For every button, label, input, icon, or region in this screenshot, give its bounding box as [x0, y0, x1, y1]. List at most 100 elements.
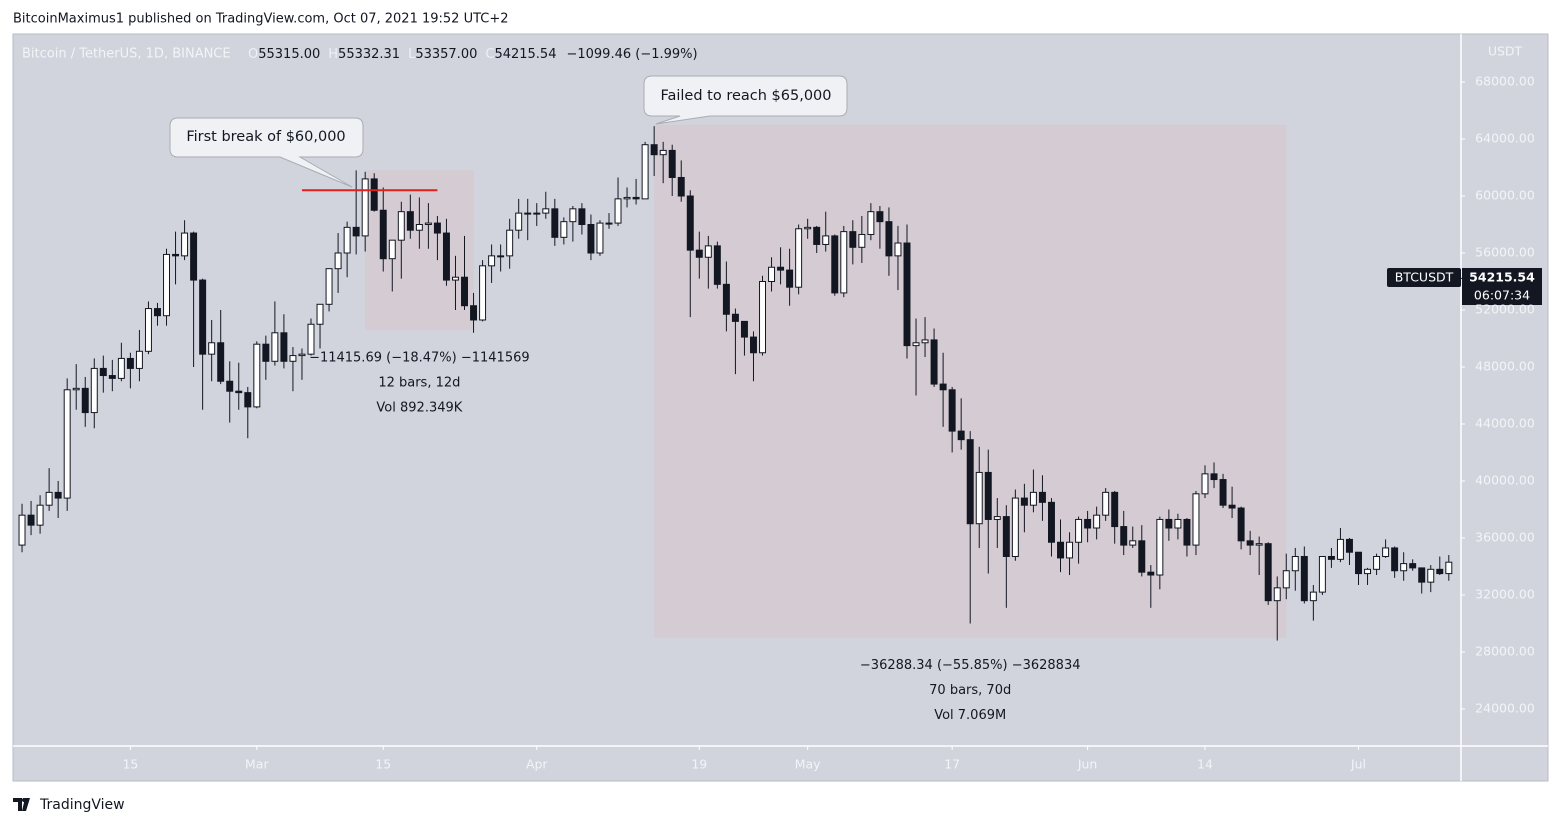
candle-body	[325, 268, 333, 305]
candle-body	[731, 313, 739, 322]
candle-body	[63, 389, 71, 499]
candle-body	[1165, 518, 1173, 529]
candle-body	[361, 178, 369, 237]
x-tick-label: 15	[375, 757, 391, 772]
candle-body	[560, 221, 568, 238]
candle-body	[461, 276, 468, 307]
candle-body	[226, 380, 234, 392]
candle-body	[479, 265, 487, 321]
y-axis-label: USDT	[1488, 44, 1523, 59]
candle-body	[316, 303, 324, 325]
candle-body	[1156, 518, 1164, 576]
candle-body	[190, 232, 198, 281]
candle-body	[1291, 555, 1299, 572]
ohlc-item: −1099.46 (−1.99%)	[566, 47, 697, 62]
candle-body	[1345, 538, 1353, 553]
candle-body	[993, 516, 1001, 520]
candle-body	[777, 266, 785, 271]
candle-body	[569, 208, 577, 223]
candle-body	[668, 149, 676, 178]
candle-body	[235, 390, 243, 394]
candle-body	[135, 350, 143, 369]
y-tick-label: 28000.00	[1475, 643, 1535, 658]
candle-body	[939, 383, 947, 391]
y-tick-label: 40000.00	[1475, 472, 1535, 487]
range-measure-text: 70 bars, 70d	[929, 683, 1011, 698]
x-tick-label: 14	[1197, 757, 1213, 772]
candle-body	[840, 231, 848, 294]
candle-body	[894, 242, 902, 257]
ohlc-item: C	[485, 47, 494, 62]
candle-body	[1318, 555, 1326, 593]
candle-body	[750, 336, 757, 354]
candle-body	[379, 209, 387, 260]
candle-body	[406, 211, 414, 231]
x-tick-label: 19	[691, 757, 707, 772]
candle-body	[885, 221, 893, 257]
candle-body	[1237, 507, 1245, 542]
candle-body	[1192, 493, 1200, 546]
y-tick-label: 68000.00	[1475, 74, 1535, 89]
candle-body	[704, 245, 712, 258]
price-tag-text: 54215.54	[1469, 270, 1535, 285]
candle-body	[1138, 540, 1146, 573]
candle-body	[804, 226, 812, 230]
candle-body	[605, 222, 613, 225]
candle-body	[452, 276, 459, 281]
candle-body	[659, 149, 667, 156]
logo-mark	[13, 798, 30, 811]
candle-body	[488, 255, 496, 267]
candle-body	[722, 283, 730, 315]
candle-body	[542, 208, 550, 214]
candle-body	[695, 249, 703, 258]
candle-body	[1282, 570, 1290, 589]
candle-body	[759, 280, 766, 354]
ohlc-item: 54215.54	[494, 47, 556, 62]
candle-body	[966, 439, 974, 525]
candle-body	[1219, 479, 1227, 506]
candle-body	[506, 229, 514, 257]
candle-body	[1011, 497, 1019, 557]
candle-body	[1309, 591, 1317, 602]
candle-body	[551, 208, 559, 238]
ohlc-item: 55315.00	[258, 47, 320, 62]
candle-body	[1210, 473, 1218, 481]
candle-body	[45, 491, 53, 506]
candle-body	[108, 375, 116, 379]
candle-body	[632, 196, 640, 200]
callout-bubble	[169, 117, 364, 188]
range-measure-text: 12 bars, 12d	[378, 375, 460, 390]
candle-body	[1111, 491, 1119, 528]
candle-body	[1373, 555, 1381, 570]
candle-body	[1093, 514, 1101, 529]
candle-body	[533, 212, 541, 215]
x-tick-label: Mar	[245, 757, 269, 772]
x-tick-label: Jun	[1077, 757, 1098, 772]
candle-body	[126, 357, 134, 369]
candle-body	[1228, 504, 1236, 509]
candle-body	[415, 224, 423, 231]
candle-body	[27, 514, 35, 526]
candle-body	[181, 232, 189, 257]
candle-body	[1427, 568, 1435, 583]
candle-body	[1391, 547, 1399, 572]
ohlc-item: 53357.00	[415, 47, 477, 62]
candle-body	[1355, 551, 1362, 575]
candle-body	[1445, 561, 1453, 575]
price-tag: BTCUSDT 54215.54 06:07:34	[1387, 268, 1542, 305]
callout-text: Failed to reach $65,000	[660, 88, 831, 104]
candle-body	[72, 387, 80, 391]
candle-body	[786, 269, 794, 288]
candle-body	[1120, 526, 1128, 546]
candle-body	[1264, 543, 1272, 602]
candle-body	[1102, 491, 1110, 516]
candle-body	[515, 212, 523, 231]
candle-body	[867, 211, 875, 235]
candle-body	[1174, 518, 1182, 529]
candle-body	[1327, 555, 1335, 560]
candle-body	[1300, 555, 1308, 602]
candle-body	[1409, 563, 1417, 569]
candle-body	[1147, 571, 1155, 576]
plot	[18, 124, 1453, 641]
